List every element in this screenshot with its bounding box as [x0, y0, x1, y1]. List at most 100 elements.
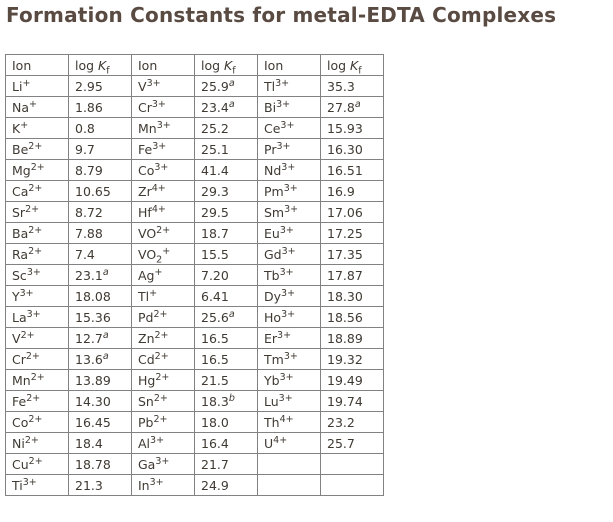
logkf-cell: 18.0 [194, 411, 258, 433]
edta-table: Ion log Kf Ion log Kf Ion log Kf Li+ 2.95 V3+ 25… [5, 54, 384, 496]
table-row: La3+ 15.36 Pd2+ 25.6a Ho3+ 18.56 [5, 306, 384, 328]
ion-cell: Hf4+ [131, 201, 195, 223]
logkf-cell: 12.7a [68, 327, 132, 349]
logkf-cell: 24.9 [194, 474, 258, 496]
logkf-cell: 7.88 [68, 222, 132, 244]
table-row: Be2+ 9.7 Fe3+ 25.1 Pr3+ 16.30 [5, 138, 384, 160]
ion-cell [257, 474, 321, 496]
ion-cell: Y3+ [5, 285, 69, 307]
footnote-marker: a [228, 308, 235, 320]
logkf-cell: 19.74 [320, 390, 384, 412]
footnote-marker: a [228, 77, 235, 89]
logkf-cell: 21.3 [68, 474, 132, 496]
logkf-cell: 17.25 [320, 222, 384, 244]
logkf-cell: 18.30 [320, 285, 384, 307]
table-row: Sc3+ 23.1a Ag+ 7.20 Tb3+ 17.87 [5, 264, 384, 286]
ion-cell: Mn2+ [5, 369, 69, 391]
ion-cell: Zn2+ [131, 327, 195, 349]
ion-cell: Pd2+ [131, 306, 195, 328]
ion-cell: K+ [5, 117, 69, 139]
table-row: Mg2+ 8.79 Co3+ 41.4 Nd3+ 16.51 [5, 159, 384, 181]
logkf-cell: 16.30 [320, 138, 384, 160]
ion-cell: Ce3+ [257, 117, 321, 139]
logkf-cell: 10.65 [68, 180, 132, 202]
ion-cell: Mg2+ [5, 159, 69, 181]
ion-cell: Pr3+ [257, 138, 321, 160]
ion-cell: V2+ [5, 327, 69, 349]
ion-column-header: Ion [5, 54, 69, 76]
logkf-cell: 8.79 [68, 159, 132, 181]
table-row: Cu2+ 18.78 Ga3+ 21.7 [5, 453, 384, 475]
ion-cell: Hg2+ [131, 369, 195, 391]
ion-cell: Ni2+ [5, 432, 69, 454]
footnote-marker: a [354, 98, 361, 110]
ion-cell: Pm3+ [257, 180, 321, 202]
ion-cell: VO2+ [131, 222, 195, 244]
logkf-cell: 18.4 [68, 432, 132, 454]
logkf-cell: 15.5 [194, 243, 258, 265]
table-row: K+ 0.8 Mn3+ 25.2 Ce3+ 15.93 [5, 117, 384, 139]
footnote-marker: a [228, 98, 235, 110]
logkf-cell: 18.89 [320, 327, 384, 349]
logkf-cell: 6.41 [194, 285, 258, 307]
ion-cell: Na+ [5, 96, 69, 118]
footnote-marker: a [102, 350, 109, 362]
ion-cell: Sr2+ [5, 201, 69, 223]
ion-cell: Sc3+ [5, 264, 69, 286]
logkf-cell: 21.5 [194, 369, 258, 391]
edta-table-body: Li+ 2.95 V3+ 25.9a Tl3+ 35.3 Na+ 1.86 Cr3+ 23.4a B… [5, 75, 384, 496]
ion-cell: Gd3+ [257, 243, 321, 265]
logkf-cell: 18.78 [68, 453, 132, 475]
logkf-cell: 17.35 [320, 243, 384, 265]
ion-cell: Cr2+ [5, 348, 69, 370]
logkf-cell: 13.6a [68, 348, 132, 370]
ion-cell: Tb3+ [257, 264, 321, 286]
logkf-cell: 23.1a [68, 264, 132, 286]
ion-cell: Ga3+ [131, 453, 195, 475]
logkf-cell: 29.5 [194, 201, 258, 223]
ion-cell: Co3+ [131, 159, 195, 181]
ion-cell: Sn2+ [131, 390, 195, 412]
logkf-cell: 0.8 [68, 117, 132, 139]
logkf-cell: 16.51 [320, 159, 384, 181]
ion-cell: Ti3+ [5, 474, 69, 496]
logkf-cell: 18.3b [194, 390, 258, 412]
table-row: Y3+ 18.08 Tl+ 6.41 Dy3+ 18.30 [5, 285, 384, 307]
logkf-cell: 41.4 [194, 159, 258, 181]
ion-cell: Mn3+ [131, 117, 195, 139]
logkf-cell: 16.4 [194, 432, 258, 454]
logkf-cell: 17.06 [320, 201, 384, 223]
ion-column-header: Ion [257, 54, 321, 76]
ion-cell: Cu2+ [5, 453, 69, 475]
logkf-cell: 19.32 [320, 348, 384, 370]
table-row: Ra2+ 7.4 VO2+ 15.5 Gd3+ 17.35 [5, 243, 384, 265]
logkf-column-header: log Kf [320, 54, 384, 76]
ion-cell: Tm3+ [257, 348, 321, 370]
logkf-column-header: log Kf [68, 54, 132, 76]
table-row: Li+ 2.95 V3+ 25.9a Tl3+ 35.3 [5, 75, 384, 97]
logkf-cell: 15.36 [68, 306, 132, 328]
ion-cell: Zr4+ [131, 180, 195, 202]
logkf-cell: 25.2 [194, 117, 258, 139]
ion-cell: Be2+ [5, 138, 69, 160]
ion-cell: Ag+ [131, 264, 195, 286]
ion-cell: In3+ [131, 474, 195, 496]
ion-cell: Eu3+ [257, 222, 321, 244]
logkf-cell [320, 474, 384, 496]
ion-cell: Li+ [5, 75, 69, 97]
logkf-cell: 18.7 [194, 222, 258, 244]
ion-cell: Ra2+ [5, 243, 69, 265]
ion-cell: Tl3+ [257, 75, 321, 97]
logkf-cell: 18.08 [68, 285, 132, 307]
footnote-marker: b [228, 392, 235, 404]
ion-cell: Cd2+ [131, 348, 195, 370]
ion-cell: Fe3+ [131, 138, 195, 160]
edta-table-head: Ion log Kf Ion log Kf Ion log Kf [5, 54, 384, 76]
footnote-marker: a [102, 329, 109, 341]
ion-cell: VO2+ [131, 243, 195, 265]
ion-cell: Dy3+ [257, 285, 321, 307]
logkf-cell: 7.4 [68, 243, 132, 265]
table-row: Ba2+ 7.88 VO2+ 18.7 Eu3+ 17.25 [5, 222, 384, 244]
ion-cell: Fe2+ [5, 390, 69, 412]
logkf-column-header: log Kf [194, 54, 258, 76]
